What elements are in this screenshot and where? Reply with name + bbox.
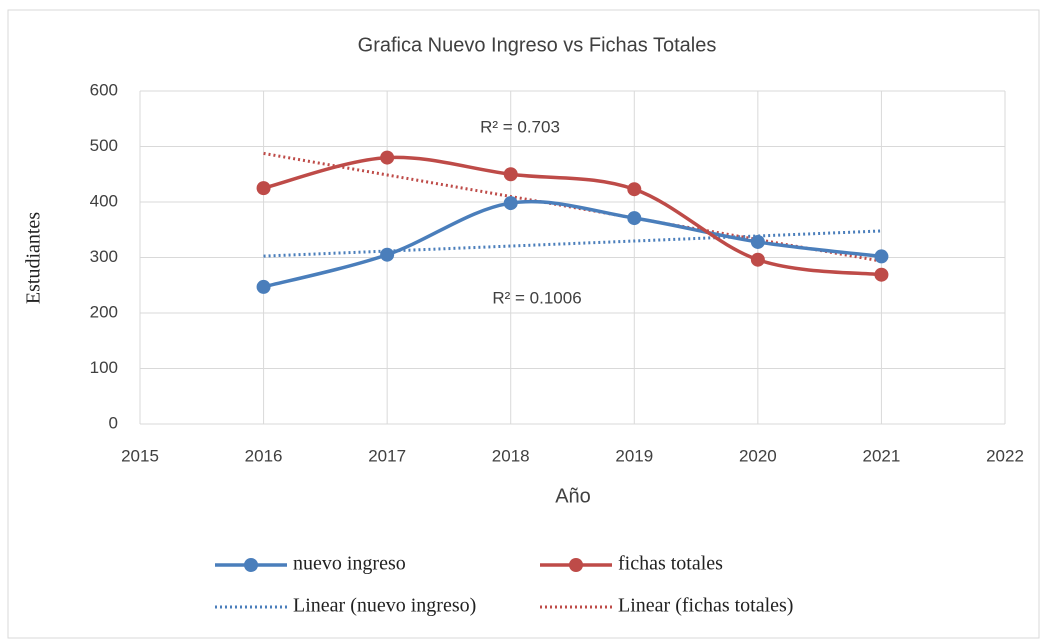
y-tick-label: 0 — [109, 413, 118, 432]
data-point — [874, 267, 889, 282]
x-tick-label: 2020 — [739, 446, 777, 465]
data-point — [627, 211, 642, 226]
trendline-annotation: R² = 0.703 — [480, 117, 560, 136]
y-tick-label: 500 — [90, 136, 118, 155]
y-tick-label: 200 — [90, 302, 118, 321]
legend-marker — [244, 558, 258, 572]
data-point — [874, 249, 889, 264]
data-point — [750, 234, 765, 249]
y-tick-label: 100 — [90, 358, 118, 377]
y-tick-label: 300 — [90, 247, 118, 266]
data-point — [750, 252, 765, 267]
x-tick-label: 2021 — [863, 446, 901, 465]
data-point — [503, 196, 518, 211]
x-tick-label: 2015 — [121, 446, 159, 465]
x-tick-label: 2017 — [368, 446, 406, 465]
trendline — [263, 229, 882, 258]
series-line — [263, 199, 882, 289]
data-point — [256, 181, 271, 196]
x-axis-label: Año — [555, 485, 591, 507]
series-line — [263, 155, 882, 277]
data-point — [256, 279, 271, 294]
y-axis-label: Estudiantes — [23, 212, 45, 304]
x-tick-label: 2016 — [245, 446, 283, 465]
data-point — [503, 167, 518, 182]
y-tick-label: 600 — [90, 80, 118, 99]
trendline-annotation: R² = 0.1006 — [492, 288, 581, 307]
data-point — [627, 182, 642, 197]
legend-label: Linear (nuevo ingreso) — [293, 595, 476, 617]
y-tick-label: 400 — [90, 191, 118, 210]
legend-label: nuevo ingreso — [293, 553, 406, 575]
legend-label: fichas totales — [618, 553, 723, 575]
x-tick-label: 2018 — [492, 446, 530, 465]
chart-border — [7, 9, 1040, 639]
chart-title: Grafica Nuevo Ingreso vs Fichas Totales — [358, 34, 717, 56]
x-tick-label: 2022 — [986, 446, 1024, 465]
legend-label: Linear (fichas totales) — [618, 595, 793, 617]
data-point — [380, 247, 395, 262]
legend-marker — [569, 558, 583, 572]
data-point — [380, 150, 395, 165]
x-tick-label: 2019 — [615, 446, 653, 465]
